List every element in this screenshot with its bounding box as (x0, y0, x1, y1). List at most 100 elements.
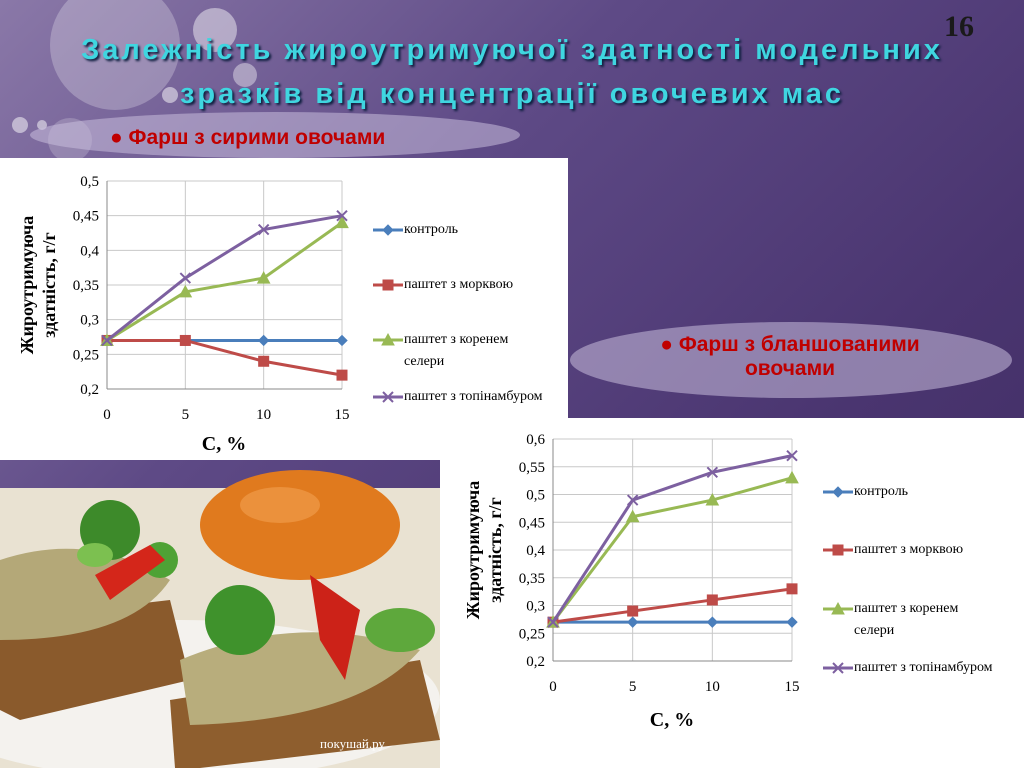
marker (179, 334, 191, 346)
legend-label: паштет з топінамбуром (404, 389, 543, 404)
marker (547, 616, 559, 628)
y-tick-label: 0,25 (73, 347, 99, 363)
marker (785, 470, 799, 484)
x-tick-label: 10 (256, 407, 271, 423)
series-line (107, 338, 343, 377)
x-tick-label: 5 (182, 407, 190, 423)
marker (101, 334, 113, 347)
series-line (106, 214, 343, 342)
y-tick-label: 0,2 (526, 654, 545, 670)
marker (382, 279, 394, 291)
y-tick-label: 0,4 (80, 243, 99, 259)
y-tick-label: 0,35 (519, 571, 545, 587)
legend-label: паштет з топінамбуром (854, 660, 993, 675)
legend-label: контроль (854, 484, 909, 499)
legend-marker (823, 544, 853, 556)
page-number: 16 (944, 10, 974, 43)
marker (706, 594, 718, 606)
marker (626, 494, 639, 506)
y-tick-label: 0,4 (526, 543, 545, 559)
legend-label: паштет з морквою (404, 277, 514, 292)
legend-marker (373, 224, 403, 236)
x-tick-label: 15 (785, 679, 800, 695)
marker (336, 209, 348, 222)
marker (336, 369, 348, 381)
y-tick-label: 0,3 (526, 599, 545, 615)
legend-entry: паштет з коренем селери (372, 329, 544, 373)
legend-marker (373, 391, 403, 403)
y-tick-label: 0,3 (80, 313, 99, 329)
legend-marker (823, 601, 853, 615)
x-tick-label: 0 (549, 679, 557, 695)
x-tick-label: 0 (103, 407, 111, 423)
marker (382, 224, 394, 236)
y-tick-label: 0,5 (80, 174, 99, 190)
y-tick-label: 0,55 (519, 460, 545, 476)
y-tick-label: 0,5 (526, 488, 545, 504)
legend-entry: контроль (822, 481, 994, 503)
marker (786, 449, 798, 462)
bullet: ● Фарш з бланшованими овочами (660, 333, 920, 380)
marker (257, 334, 270, 347)
legend-label: паштет з коренем селери (854, 601, 959, 638)
marker (832, 662, 844, 674)
marker (258, 355, 270, 367)
bullet-bg (570, 322, 1012, 398)
legend-entry: паштет з коренем селери (822, 598, 994, 642)
marker (786, 583, 798, 595)
watermark: покушай.ру (320, 736, 385, 751)
marker (256, 271, 271, 284)
y-tick-label: 0,45 (73, 209, 99, 225)
series-line (551, 476, 793, 624)
legend-label: паштет з коренем селери (404, 332, 509, 369)
y-tick-label: 0,6 (526, 432, 545, 448)
bullet-text: Фарш з сирими овочами (128, 126, 386, 149)
legend-entry: паштет з топінамбуром (822, 657, 994, 679)
marker (786, 616, 798, 628)
marker (705, 493, 720, 506)
x-tick-label: 5 (629, 679, 637, 695)
marker (382, 391, 394, 403)
y-tick-label: 0,45 (519, 515, 545, 531)
marker (832, 486, 844, 498)
title: зразків від концентрації овочевих мас (179, 78, 845, 110)
bullet-bg (30, 112, 520, 158)
legend-entry: паштет з морквою (372, 274, 544, 296)
legend-marker (373, 332, 403, 346)
x-axis-label: C, % (202, 433, 246, 455)
series-line (551, 454, 793, 623)
chart-box (440, 418, 1024, 768)
marker (706, 466, 719, 479)
marker (381, 332, 395, 346)
y-tick-label: 0,2 (80, 382, 99, 398)
chart-box (0, 158, 568, 460)
legend-label: контроль (404, 222, 459, 237)
marker (335, 215, 349, 229)
marker (832, 544, 844, 556)
marker (178, 284, 193, 298)
title: Залежність жироутримуючої здатності моде… (81, 34, 943, 66)
legend-entry: паштет з морквою (822, 539, 994, 561)
legend-marker (823, 662, 853, 674)
legend-marker (823, 486, 853, 498)
marker (625, 509, 640, 523)
marker (627, 605, 639, 617)
x-axis-label: C, % (650, 709, 694, 731)
legend-marker (373, 279, 403, 291)
x-tick-label: 10 (705, 679, 720, 695)
y-axis-label: Жироутримуюча здатність, г/г (463, 480, 505, 620)
x-tick-label: 15 (335, 407, 350, 423)
y-tick-label: 0,25 (519, 626, 545, 642)
bullet-text: Фарш з бланшованими овочами (678, 333, 920, 380)
marker (179, 272, 192, 284)
y-tick-label: 0,35 (73, 278, 99, 294)
bullet: ● Фарш з сирими овочами (110, 126, 386, 149)
series-line (106, 221, 343, 342)
legend-entry: контроль (372, 219, 544, 241)
y-axis-label: Жироутримуюча здатність, г/г (17, 215, 59, 355)
series-line (552, 587, 793, 624)
legend-label: паштет з морквою (854, 542, 964, 557)
